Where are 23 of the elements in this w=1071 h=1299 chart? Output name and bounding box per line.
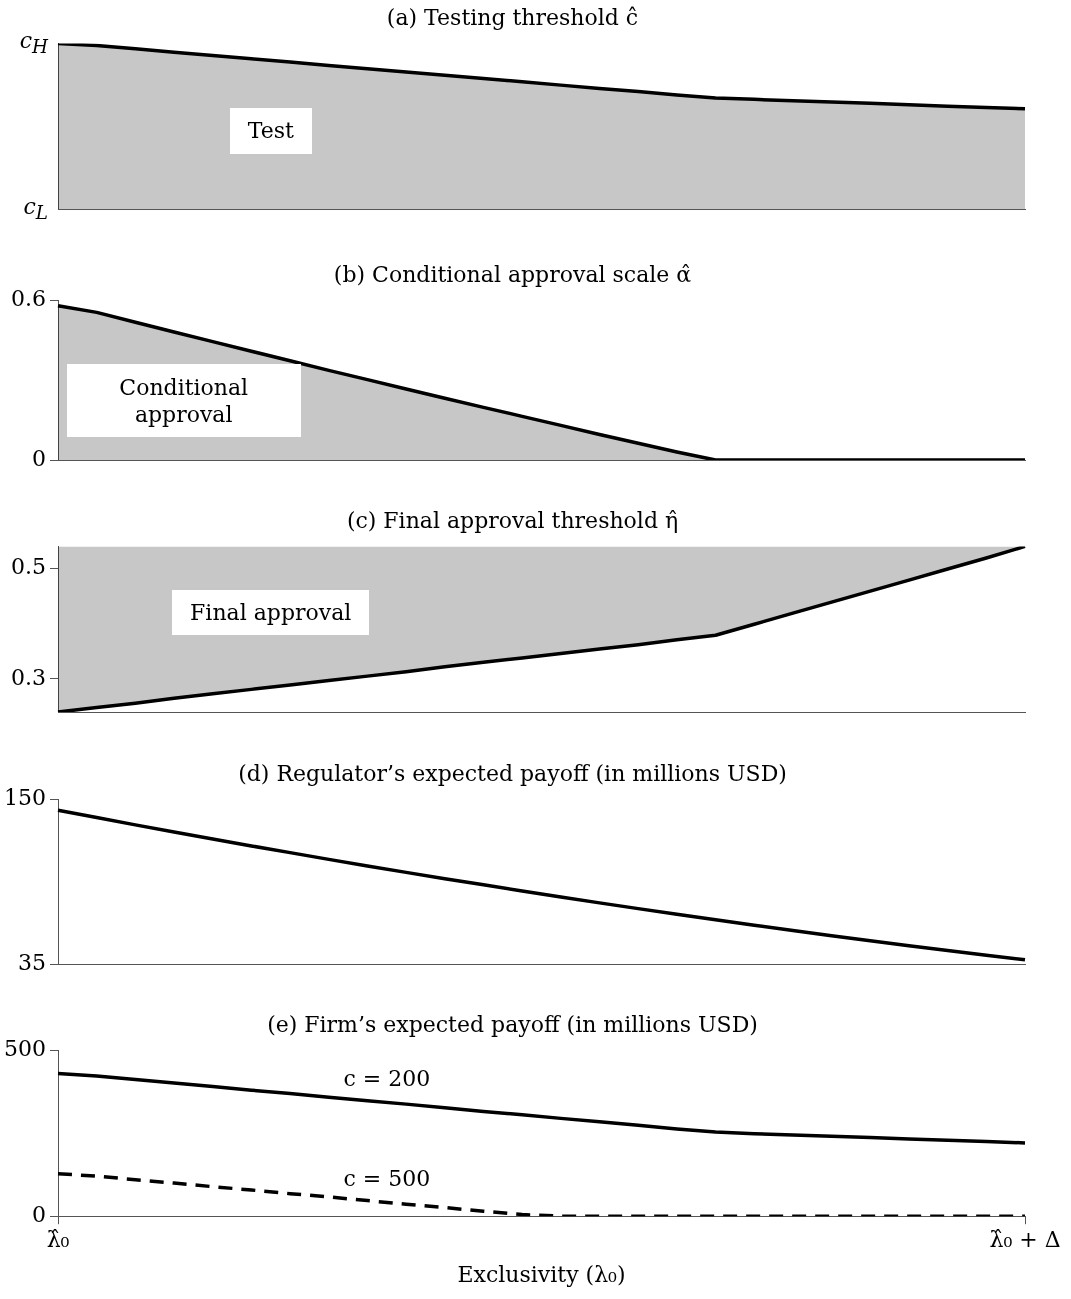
annotation: Conditional approval xyxy=(118,373,250,429)
series-label: c = 200 xyxy=(343,1066,431,1092)
y-tick-label: 500 xyxy=(4,1036,46,1062)
annotation: Test xyxy=(247,117,294,145)
x-tick-label: λ̂₀ xyxy=(46,1227,70,1253)
y-tick-label: 35 xyxy=(18,949,46,975)
y-tick-label: 0 xyxy=(32,1201,46,1227)
y-tick-label: 150 xyxy=(4,785,46,811)
y-tick-label: 0.5 xyxy=(11,554,46,580)
chart-title: (d) Regulator’s expected payoff (in millions USD) xyxy=(238,760,787,786)
chart-title: (e) Firm’s expected payoff (in millions USD) xyxy=(267,1011,758,1037)
series-label: c = 500 xyxy=(343,1166,431,1192)
text: c$_{L}$ xyxy=(23,193,48,224)
chart-title: (b) Conditional approval scale α̂ xyxy=(333,261,692,287)
y-tick-label: 0 xyxy=(32,445,46,471)
chart-title: (c) Final approval threshold η̂ xyxy=(346,507,679,533)
y-tick-label: 0.6 xyxy=(11,286,46,312)
x-axis-title: Exclusivity (λ₀) xyxy=(457,1261,626,1287)
x-tick-label: λ̂₀ + Δ xyxy=(989,1227,1061,1253)
text: c$_{H}$ xyxy=(19,28,48,58)
annotation: Final approval xyxy=(190,598,352,627)
y-tick-label: 0.3 xyxy=(11,664,46,690)
chart-title: (a) Testing threshold ĉ xyxy=(386,4,639,30)
